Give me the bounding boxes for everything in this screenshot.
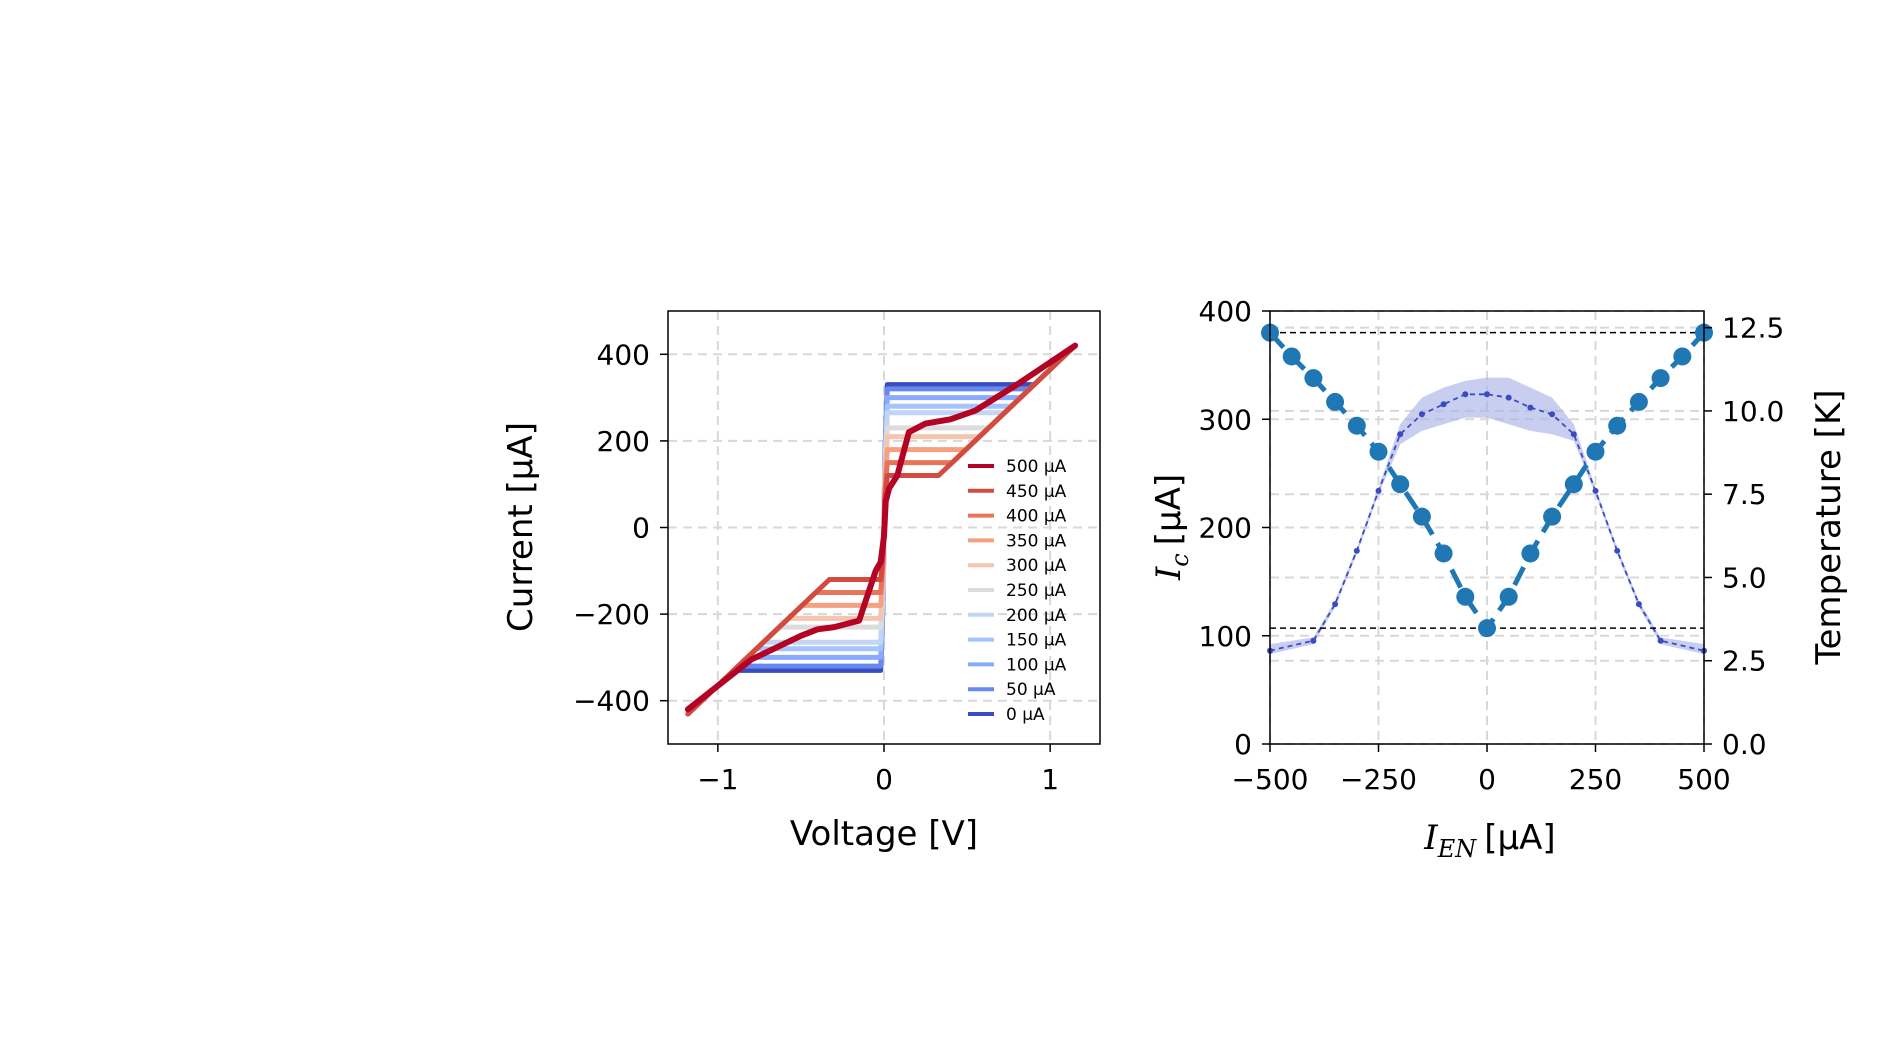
right-y-label-symbol: I [1149,566,1189,581]
ic-point [1564,475,1583,494]
temperature-series [1267,377,1707,655]
left-x-tick-label: 1 [1041,763,1059,796]
right-y-tick-label: 100 [1199,620,1252,653]
temperature-point [1484,391,1490,398]
left-y-tick-label: −200 [573,598,650,631]
ic-point [1347,416,1366,435]
iv-curve-panel: −1 0 1 −400 −200 0 200 400 Voltage [V] Current … [501,310,1101,854]
right-x-axis-label: IEN [µA] [1423,818,1555,863]
right-x-tick-label: 0 [1478,763,1496,796]
legend-label: 350 µA [1006,531,1067,551]
temperature-point [1614,547,1621,554]
ic-point [1629,392,1648,411]
right-y2-axis-label: Temperature [K] [1809,389,1849,665]
ic-point [1673,347,1692,366]
legend-label: 100 µA [1006,655,1067,675]
right-y-label-subscript: c [1166,553,1194,566]
temperature-point [1592,487,1599,494]
ic-point [1521,544,1540,563]
reference-lines [1270,331,1704,629]
ic-point [1412,507,1431,526]
right-ticks: −500 −250 0 250 500 0 100 200 300 400 0.0 2.5 5.0 7.5… [1199,295,1785,796]
right-y2-tick-label: 2.5 [1722,645,1767,678]
ic-point [1543,507,1562,526]
right-x-label-subscript: EN [1437,835,1478,863]
temperature-point [1462,391,1469,398]
ic-point [1434,544,1453,563]
right-y-label-unit: [µA] [1149,474,1189,545]
ic-point [1456,587,1475,606]
left-x-tick-label: 0 [875,763,893,796]
legend-label: 500 µA [1006,457,1067,477]
temperature-point [1570,431,1577,438]
iv-curves [684,342,1079,717]
ic-point [1282,347,1301,366]
right-x-tick-label: 250 [1569,763,1622,796]
temperature-point [1332,601,1339,608]
right-y2-tick-label: 12.5 [1722,312,1784,345]
right-x-tick-label: −500 [1232,763,1309,796]
ic-point [1608,416,1627,435]
ic-series [1261,323,1713,638]
right-y-tick-label: 300 [1199,403,1252,436]
right-y-axis-label: Ic [µA] [1149,474,1194,581]
ic-point [1499,587,1518,606]
right-x-label-symbol: I [1423,818,1438,858]
temperature-point [1440,401,1447,408]
temperature-point [1397,431,1404,438]
legend-label: 250 µA [1006,581,1067,601]
right-y2-tick-label: 0.0 [1722,728,1767,761]
legend-label: 0 µA [1006,705,1045,725]
right-y2-tick-label: 5.0 [1722,561,1767,594]
ic-point [1326,392,1345,411]
ic-point [1586,442,1605,461]
temperature-point [1527,404,1534,411]
left-y-tick-label: 200 [597,425,650,458]
right-y2-tick-label: 7.5 [1722,478,1767,511]
temperature-point [1418,411,1425,418]
ic-point [1478,619,1496,638]
right-x-label-unit: [µA] [1484,818,1555,858]
temperature-point [1657,637,1664,644]
iv-curve-line [684,342,1079,713]
legend-label: 200 µA [1006,606,1067,626]
temperature-point [1635,601,1642,608]
temperature-point [1549,411,1556,418]
ic-point [1391,475,1410,494]
left-y-tick-label: −400 [573,685,650,718]
legend-label: 450 µA [1006,482,1067,502]
ic-temperature-panel: −500 −250 0 250 500 0 100 200 300 400 0.0 2.5 5.0 7.5… [1149,295,1849,863]
left-x-axis-label: Voltage [V] [790,814,978,854]
right-y-tick-label: 200 [1199,512,1252,545]
right-y-tick-label: 0 [1234,728,1252,761]
temperature-point [1353,547,1360,554]
left-y-tick-label: 0 [632,512,650,545]
ic-point [1369,442,1388,461]
left-y-axis-label: Current [µA] [501,422,541,632]
legend-label: 300 µA [1006,556,1067,576]
right-x-tick-label: 500 [1677,763,1730,796]
ic-point [1304,369,1323,388]
right-y-tick-label: 400 [1199,295,1252,328]
legend-label: 50 µA [1006,680,1056,700]
left-ticks: −1 0 1 −400 −200 0 200 400 [573,338,1059,796]
left-y-tick-label: 400 [597,338,650,371]
right-x-tick-label: −250 [1340,763,1417,796]
left-x-tick-label: −1 [697,763,738,796]
right-y2-tick-label: 10.0 [1722,395,1784,428]
legend-label: 400 µA [1006,507,1067,527]
temperature-point [1310,637,1317,644]
legend: 500 µA 450 µA 400 µA 350 µA 300 µA 250 µA 200 … [968,457,1067,725]
temperature-point [1505,394,1512,401]
ic-point [1651,369,1670,388]
temperature-point [1375,487,1382,494]
legend-label: 150 µA [1006,631,1067,651]
